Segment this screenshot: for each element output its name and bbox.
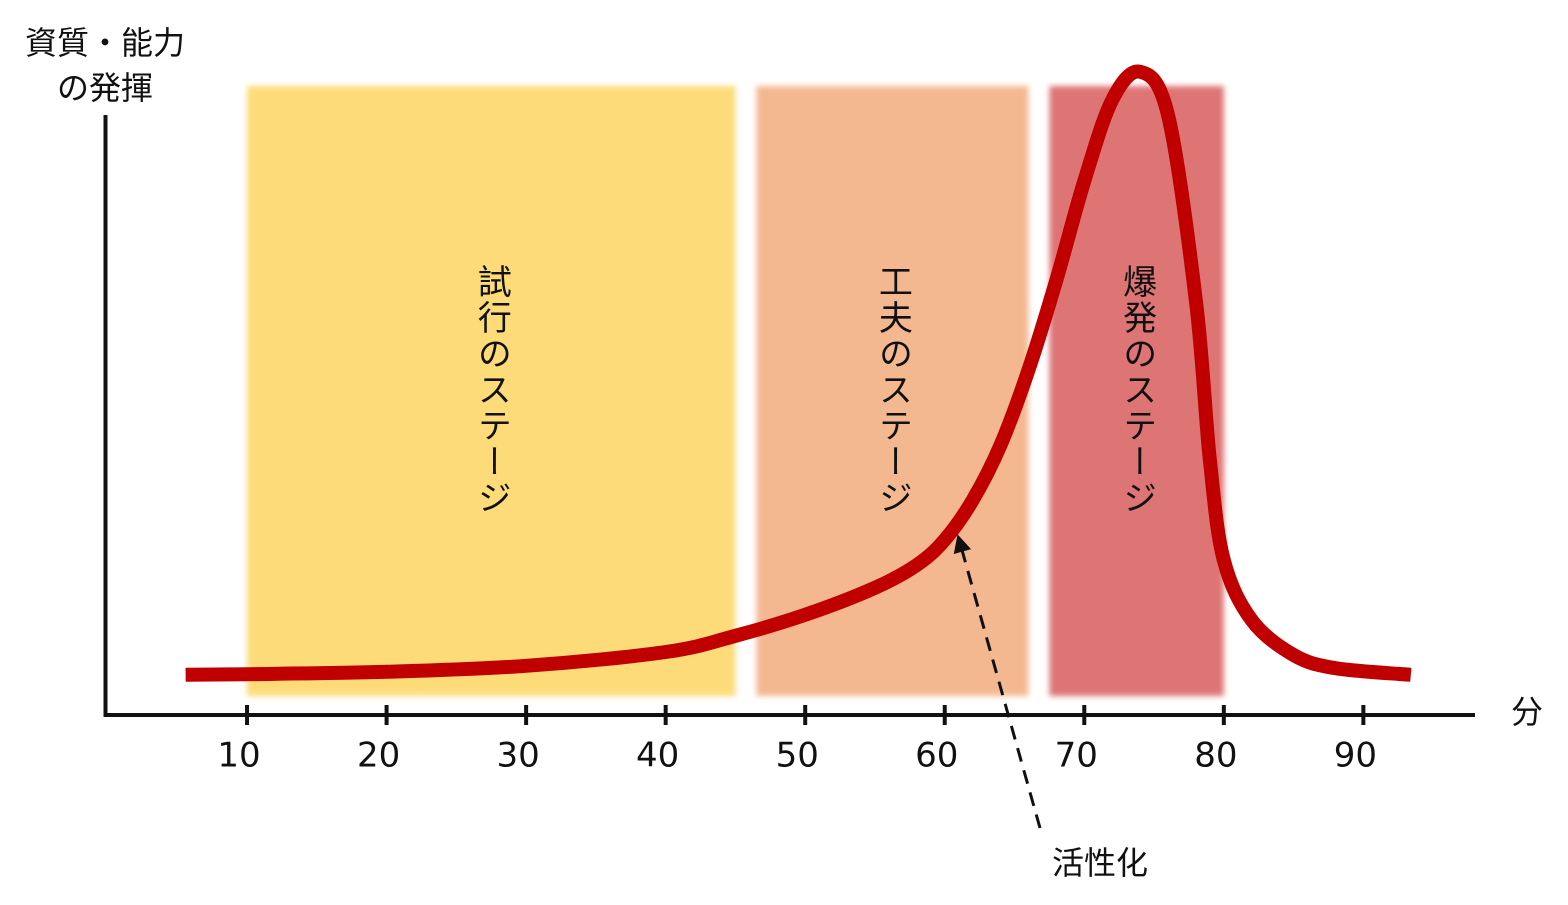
annotation-arrow [953,534,1042,829]
x-tick-label: 60 [915,736,958,776]
stage-label: 爆発のステージ [1117,264,1157,516]
x-tick-label: 10 [217,736,260,776]
x-tick-label: 80 [1194,736,1237,776]
stage-label: 工夫のステージ [872,264,912,516]
x-tick-label: 20 [357,736,400,776]
x-tick-label: 70 [1055,736,1098,776]
x-tick-label: 50 [776,736,819,776]
bands [247,86,1224,696]
stage-band [756,86,1029,696]
annotation: 活性化 [1052,844,1148,882]
y-axis-label: 資質・能力 [25,24,185,62]
x-tick-label: 90 [1334,736,1377,776]
line [185,64,1412,682]
x-tick-label: 40 [636,736,679,776]
stage-label: 試行のステージ [471,264,511,516]
y-axis-label: の発揮 [57,69,153,107]
stage-band [247,86,736,696]
x-axis-label: 分 [1511,693,1543,731]
x-tick-label: 30 [496,736,539,776]
